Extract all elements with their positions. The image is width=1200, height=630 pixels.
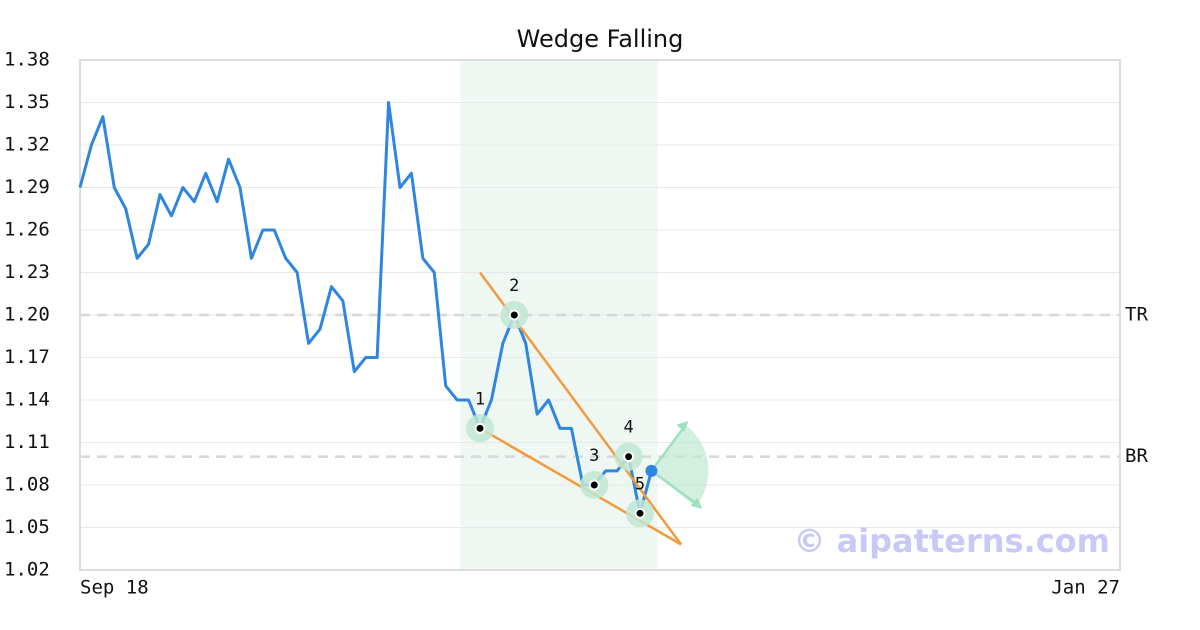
x-tick-label: Jan 27 [1051,577,1120,599]
pattern-label: 4 [623,418,633,438]
pattern-label: 3 [589,446,599,466]
pattern-point [634,507,646,519]
breakout-arrow [650,423,688,472]
breakout-arrow [650,469,701,507]
y-tick-label: 1.14 [4,389,50,411]
y-tick-label: 1.26 [4,219,50,241]
y-tick-label: 1.02 [4,559,50,581]
y-tick-label: 1.20 [4,304,50,326]
pattern-label: 2 [509,276,519,296]
y-tick-label: 1.38 [4,49,50,71]
y-tick-label: 1.23 [4,261,50,283]
y-tick-label: 1.32 [4,134,50,156]
y-tick-label: 1.08 [4,474,50,496]
arrow-head [676,420,689,432]
plot-frame [79,59,1121,571]
level-label: BR [1125,445,1148,467]
breakout-cone [651,424,709,507]
pattern-point [474,422,486,434]
y-tick-label: 1.11 [4,431,50,453]
y-tick-label: 1.35 [4,91,50,113]
arrow-head [690,497,703,509]
chart-title: Wedge Falling [517,25,684,53]
y-tick-label: 1.05 [4,516,50,538]
pattern-point [508,309,520,321]
pattern-label: 5 [635,474,645,494]
pattern-label: 1 [475,389,485,409]
price-line [78,101,653,515]
x-tick-label: Sep 18 [80,577,149,599]
level-label: TR [1125,304,1148,326]
pattern-point [588,479,600,491]
pattern-point [623,451,635,463]
watermark: © aipatterns.com [793,522,1110,560]
y-tick-label: 1.29 [4,176,50,198]
y-tick-label: 1.17 [4,346,50,368]
last-point [645,464,658,477]
